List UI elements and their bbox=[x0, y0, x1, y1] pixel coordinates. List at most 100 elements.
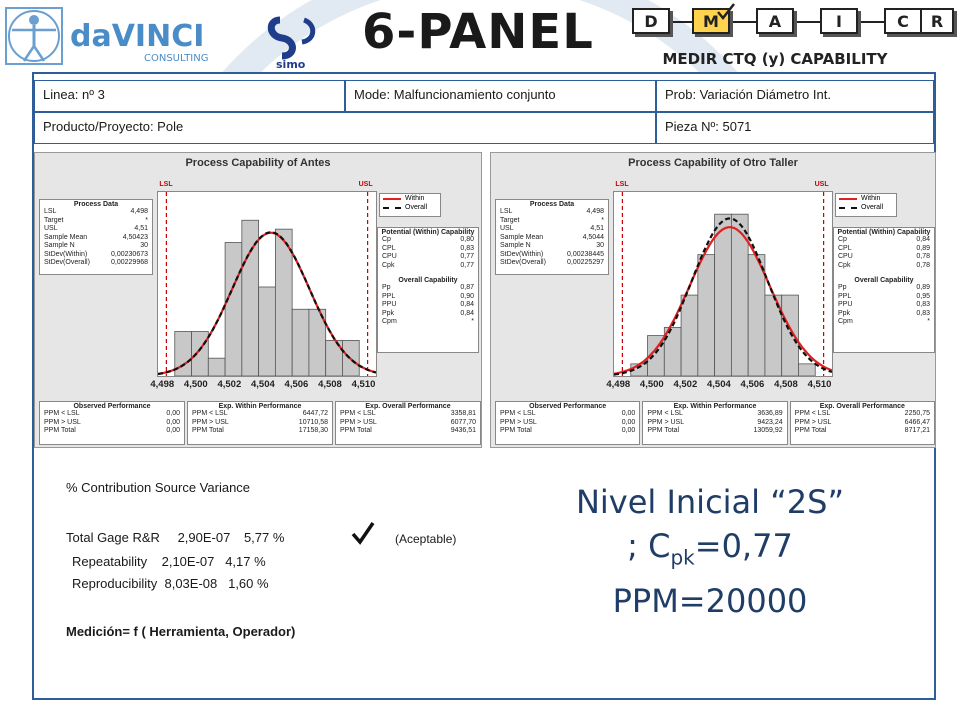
legend-entry: Overall bbox=[380, 203, 440, 212]
box-row: PPM Total 0,00 bbox=[500, 427, 636, 434]
box-title: Potential (Within) Capability bbox=[837, 229, 931, 236]
box-row: Pp 0,87 bbox=[382, 284, 474, 291]
x-tick-label: 4,510 bbox=[351, 379, 376, 390]
box-title: Process Data bbox=[73, 201, 119, 208]
info-producto: Producto/Proyecto: Pole bbox=[34, 112, 656, 144]
chart-legend: Within Overall bbox=[835, 193, 897, 217]
legend-entry: Within bbox=[380, 194, 440, 203]
box-row: PPM Total 9436,51 bbox=[340, 427, 476, 434]
x-tick-label: 4,510 bbox=[807, 379, 832, 390]
x-tick-label: 4,498 bbox=[606, 379, 631, 390]
histogram-bar bbox=[781, 294, 799, 377]
capability-panel: Process Capability of Otro Taller Process… bbox=[490, 152, 936, 448]
dmaic-step-r[interactable]: R bbox=[920, 8, 954, 34]
simo-logo: simo bbox=[267, 16, 316, 70]
box-title: Observed Performance bbox=[529, 403, 607, 410]
box-row: Ppk 0,84 bbox=[382, 309, 474, 317]
chart-legend: Within Overall bbox=[379, 193, 441, 217]
overall-curve bbox=[157, 231, 377, 376]
box-row: CPL 0,89 bbox=[838, 244, 930, 252]
exp-within-performance-box: Exp. Within Performance PPM < LSL 6447,72 P… bbox=[187, 401, 333, 445]
histogram-bar bbox=[747, 254, 766, 377]
dmaic-step-a[interactable]: A bbox=[756, 8, 794, 34]
dmaic-step-i[interactable]: I bbox=[820, 8, 858, 34]
histogram-plot bbox=[157, 191, 377, 377]
check-icon bbox=[351, 522, 375, 545]
x-tick-label: 4,504 bbox=[251, 379, 275, 390]
checkmark-icon bbox=[717, 3, 735, 20]
box-row: LSL 4,498 bbox=[44, 208, 148, 215]
svg-text:CONSULTING: CONSULTING bbox=[144, 53, 208, 64]
lsl-label: LSL bbox=[615, 181, 629, 188]
potential-capability-box: Potential (Within) Capability Cp 0,80 CPL 0,… bbox=[377, 227, 479, 353]
histogram-svg bbox=[613, 192, 833, 377]
histogram-bar bbox=[274, 228, 293, 377]
exp-overall-performance-box: Exp. Overall Performance PPM < LSL 3358,81… bbox=[335, 401, 481, 445]
box-row: PPM > USL 10710,58 bbox=[192, 418, 328, 426]
box-row: Cpm * bbox=[382, 318, 474, 325]
histogram-bar bbox=[191, 331, 209, 377]
capability-panel: Process Capability of Antes Process Data L… bbox=[34, 152, 482, 448]
x-tick-label: 4,502 bbox=[673, 379, 698, 390]
usl-label: USL bbox=[358, 181, 373, 188]
x-tick-label: 4,506 bbox=[740, 379, 765, 390]
box-row: Pp 0,89 bbox=[838, 284, 930, 291]
histogram-bar bbox=[291, 308, 310, 377]
box-row: Target * bbox=[500, 216, 604, 224]
gage-percent: 5,77 % bbox=[243, 530, 285, 545]
x-tick-label: 4,498 bbox=[150, 379, 175, 390]
box-title: Process Data bbox=[529, 201, 575, 208]
x-tick-label: 4,504 bbox=[707, 379, 731, 390]
box-row: USL 4,51 bbox=[44, 225, 148, 232]
box-row: PPM Total 13059,92 bbox=[647, 427, 783, 434]
box-row: PPU 0,84 bbox=[382, 301, 474, 308]
box-row: LSL 4,498 bbox=[500, 208, 604, 215]
dmaic-stepper: D M A I C R bbox=[628, 3, 958, 42]
box-row: PPM > USL 6077,70 bbox=[340, 418, 476, 426]
dmaic-step-c[interactable]: C bbox=[884, 8, 922, 34]
dmaic-step-d[interactable]: D bbox=[632, 8, 670, 34]
box-row: PPM < LSL 0,00 bbox=[44, 410, 180, 417]
box-title: Potential (Within) Capability bbox=[381, 229, 475, 236]
box-row: PPM > USL 6466,47 bbox=[794, 418, 930, 426]
box-row: PPM > USL 0,00 bbox=[44, 418, 180, 426]
info-prob: Prob: Variación Diámetro Int. bbox=[656, 80, 934, 112]
process-data-box: Process Data LSL 4,498 Target * USL 4,51 Sample… bbox=[495, 199, 609, 275]
svg-text:simo: simo bbox=[276, 58, 306, 70]
box-row: Sample N 30 bbox=[500, 242, 604, 249]
box-row: Sample Mean 4,50423 bbox=[44, 233, 148, 241]
histogram-bar bbox=[714, 213, 732, 377]
dmaic-subtitle: MEDIR CTQ (y) CAPABILITY bbox=[662, 50, 888, 68]
box-row: PPM < LSL 6447,72 bbox=[192, 410, 328, 417]
box-row: USL 4,51 bbox=[500, 225, 604, 232]
within-curve bbox=[613, 226, 833, 375]
box-row: StDev(Overall) 0,00229968 bbox=[44, 259, 148, 266]
headline-line1: Nivel Inicial “2S” bbox=[575, 483, 845, 521]
headline: Nivel Inicial “2S” ; Cpk=0,77 PPM=20000 bbox=[520, 480, 900, 623]
overall-curve bbox=[613, 217, 833, 376]
stats-header: % Contribution Source Variance bbox=[66, 480, 251, 495]
repeatability-row: Repeatability 2,10E-07 4,17 % bbox=[72, 554, 266, 569]
histogram-bar bbox=[224, 242, 243, 377]
histogram-bar bbox=[680, 294, 699, 377]
histogram-bar bbox=[798, 363, 816, 377]
box-row: PPM < LSL 2250,75 bbox=[794, 410, 930, 417]
x-tick-label: 4,508 bbox=[318, 379, 342, 390]
gage-rr-row: Total Gage R&R 2,90E-07 5,77 % bbox=[66, 530, 284, 545]
histogram-plot bbox=[613, 191, 833, 377]
box-row: PPM < LSL 0,00 bbox=[500, 410, 636, 417]
x-tick-label: 4,506 bbox=[284, 379, 309, 390]
chart-title: Process Capability of Otro Taller bbox=[628, 157, 798, 169]
process-data-box: Process Data LSL 4,498 Target * USL 4,51 Sample… bbox=[39, 199, 153, 275]
x-tick-label: 4,508 bbox=[774, 379, 798, 390]
headline-line2: ; Cpk=0,77 bbox=[627, 527, 793, 570]
gage-label: Total Gage R&R bbox=[66, 530, 160, 545]
box-row: Ppk 0,83 bbox=[838, 309, 930, 317]
info-mode: Mode: Malfuncionamiento conjunto bbox=[345, 80, 656, 112]
histogram-bar bbox=[697, 254, 716, 377]
box-title: Overall Capability bbox=[398, 277, 458, 284]
box-title: Exp. Overall Performance bbox=[819, 403, 905, 410]
medicion-formula: Medición= f ( Herramienta, Operador) bbox=[66, 624, 296, 639]
box-row: PPM Total 0,00 bbox=[44, 427, 180, 434]
dmaic-step-m[interactable]: M bbox=[692, 8, 730, 34]
